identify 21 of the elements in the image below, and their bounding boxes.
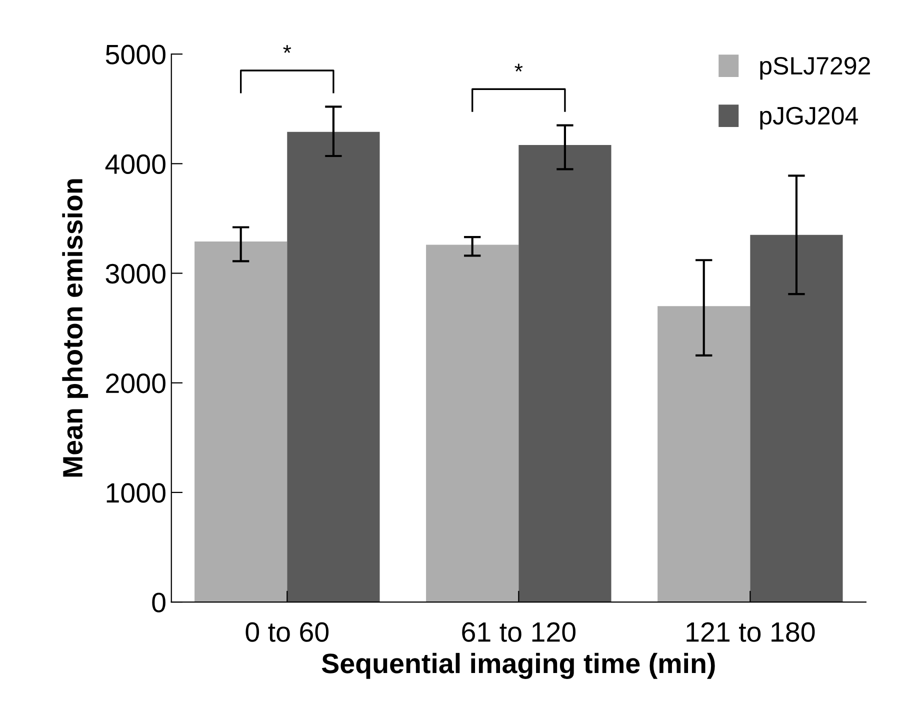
legend-label: pSLJ7292 [760,56,870,80]
y-tick-label: 0 [152,592,166,612]
legend-label: pJGJ204 [760,106,858,130]
y-axis-title: Mean photon emission [62,179,88,477]
y-tick-label: 4000 [105,154,166,174]
x-tick-label: 121 to 180 [686,622,815,642]
bar [658,306,750,602]
y-tick-label: 3000 [106,264,166,284]
bar [426,244,519,602]
x-tick-label: 0 to 60 [246,622,329,642]
x-axis-title: Sequential imaging time (min) [322,652,715,679]
annotation: * [514,64,523,72]
bar [518,145,612,602]
y-tick-label: 1000 [106,483,166,503]
bar [287,132,380,602]
bar [750,234,843,602]
bar [194,241,288,602]
text: * [283,45,292,53]
y-tick-label: 5000 [106,44,166,64]
x-tick-label: 61 to 120 [462,622,576,642]
y-tick-label: 2000 [106,374,166,394]
